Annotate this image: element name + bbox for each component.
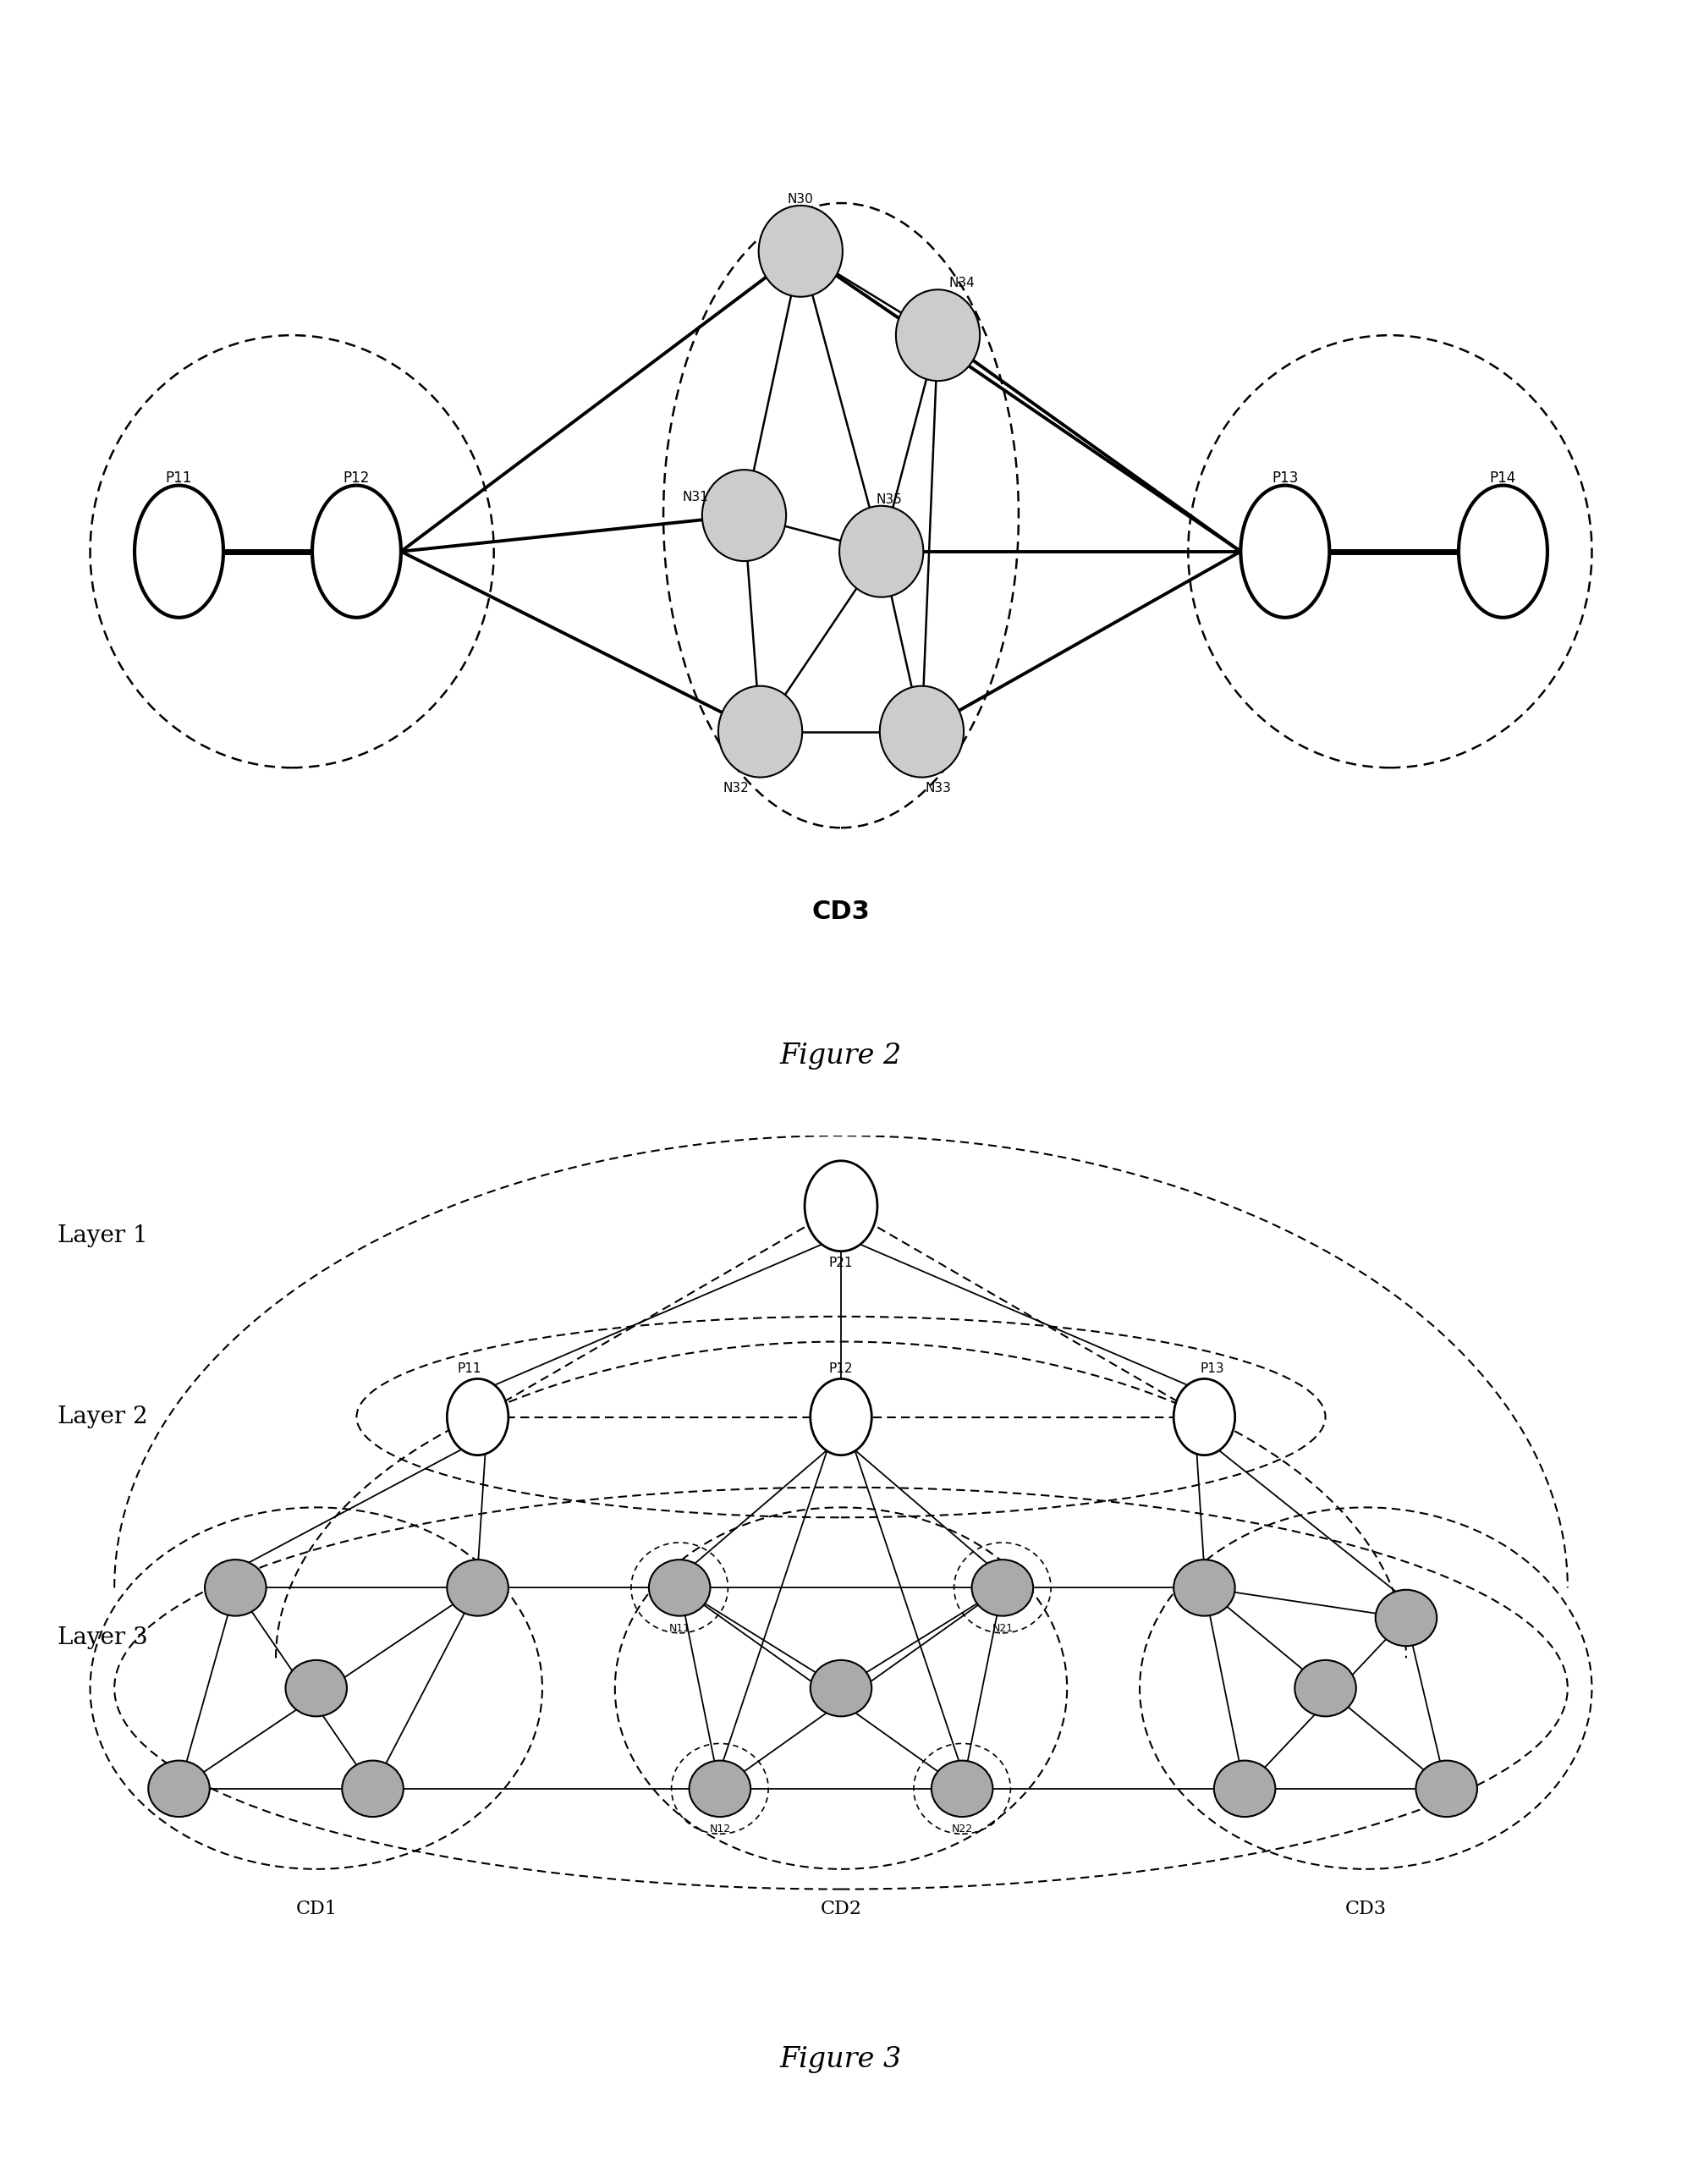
Text: N12: N12: [710, 1824, 730, 1835]
Circle shape: [135, 485, 224, 618]
Text: P13: P13: [1201, 1363, 1224, 1374]
Text: P11: P11: [167, 470, 192, 485]
Text: P14: P14: [1490, 470, 1515, 485]
Text: P12: P12: [343, 470, 370, 485]
Ellipse shape: [839, 507, 923, 596]
Ellipse shape: [148, 1760, 210, 1817]
Ellipse shape: [897, 290, 981, 380]
Ellipse shape: [811, 1660, 871, 1717]
Ellipse shape: [205, 1559, 266, 1616]
Text: N21: N21: [992, 1623, 1013, 1634]
Text: Layer 2: Layer 2: [57, 1406, 148, 1428]
Text: P11: P11: [458, 1363, 481, 1374]
Circle shape: [1174, 1378, 1235, 1455]
Text: CD2: CD2: [821, 1900, 861, 1918]
Ellipse shape: [1295, 1660, 1356, 1717]
Circle shape: [447, 1378, 508, 1455]
Text: N33: N33: [925, 782, 950, 795]
Circle shape: [313, 485, 400, 618]
Circle shape: [1458, 485, 1547, 618]
Text: Figure 2: Figure 2: [780, 1042, 902, 1070]
Ellipse shape: [1376, 1590, 1436, 1647]
Ellipse shape: [759, 205, 843, 297]
Text: P13: P13: [1272, 470, 1299, 485]
Circle shape: [1241, 485, 1329, 618]
Ellipse shape: [286, 1660, 346, 1717]
Text: N32: N32: [723, 782, 748, 795]
Ellipse shape: [341, 1760, 404, 1817]
Text: N34: N34: [949, 277, 976, 290]
Ellipse shape: [649, 1559, 710, 1616]
Text: N11: N11: [669, 1623, 690, 1634]
Ellipse shape: [690, 1760, 750, 1817]
Ellipse shape: [1174, 1559, 1235, 1616]
Text: N30: N30: [787, 192, 814, 205]
Ellipse shape: [880, 686, 964, 778]
Text: Figure 3: Figure 3: [780, 2046, 902, 2073]
Circle shape: [804, 1160, 878, 1251]
Text: N35: N35: [876, 494, 903, 507]
Text: N31: N31: [683, 491, 708, 505]
Ellipse shape: [932, 1760, 992, 1817]
Text: CD3: CD3: [812, 900, 870, 924]
Text: CD3: CD3: [1346, 1900, 1386, 1918]
Ellipse shape: [718, 686, 802, 778]
Text: P12: P12: [829, 1363, 853, 1374]
Ellipse shape: [701, 470, 785, 561]
Circle shape: [811, 1378, 871, 1455]
Text: N22: N22: [952, 1824, 972, 1835]
Text: Layer 3: Layer 3: [57, 1627, 148, 1649]
Text: Layer 1: Layer 1: [57, 1225, 148, 1247]
Text: P21: P21: [829, 1256, 853, 1269]
Ellipse shape: [1214, 1760, 1275, 1817]
Text: CD1: CD1: [296, 1900, 336, 1918]
Ellipse shape: [447, 1559, 508, 1616]
Ellipse shape: [972, 1559, 1033, 1616]
Ellipse shape: [1416, 1760, 1477, 1817]
